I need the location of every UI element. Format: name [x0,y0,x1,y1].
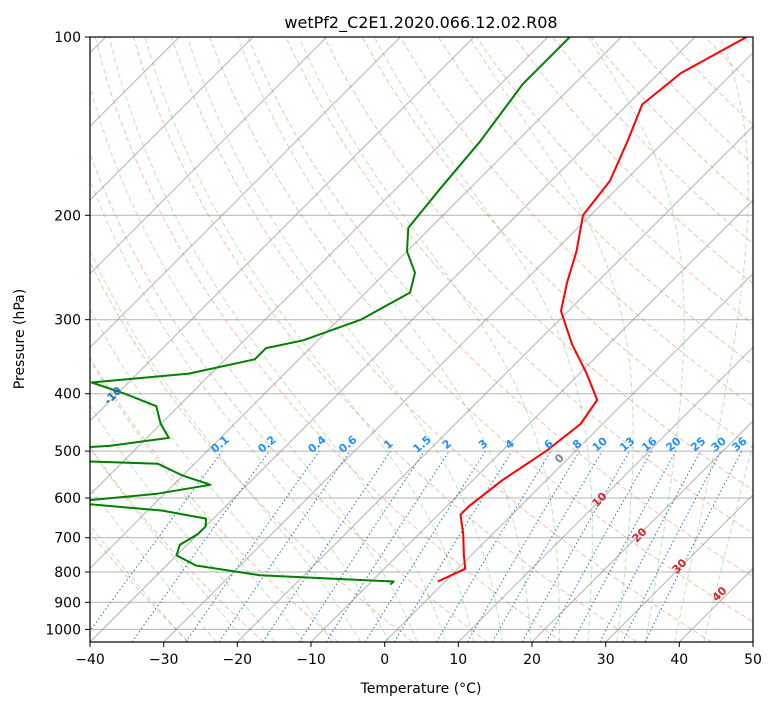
x-tick-label: 10 [449,652,467,668]
y-axis-label: Pressure (hPa) [12,289,28,389]
x-tick-label: −40 [75,652,105,668]
x-tick-label: 40 [670,652,688,668]
x-tick-label: −20 [223,652,253,668]
y-tick-label: 200 [54,208,81,224]
x-tick-label: 20 [523,652,541,668]
y-tick-label: 1000 [45,622,81,638]
y-tick-label: 900 [54,595,81,611]
x-tick-label: 30 [597,652,615,668]
x-tick-label: −10 [296,652,326,668]
y-tick-label: 500 [54,444,81,460]
x-axis-label: Temperature (°C) [360,681,482,697]
y-tick-label: 100 [54,30,81,46]
chart-title: wetPf2_C2E1.2020.066.12.02.R08 [284,13,557,33]
y-tick-label: 300 [54,313,81,329]
y-tick-label: 700 [54,531,81,547]
y-tick-label: 400 [54,387,81,403]
y-tick-label: 600 [54,491,81,507]
x-tick-label: 0 [380,652,389,668]
x-tick-label: −30 [149,652,179,668]
x-tick-label: 50 [744,652,762,668]
y-tick-label: 800 [54,565,81,581]
